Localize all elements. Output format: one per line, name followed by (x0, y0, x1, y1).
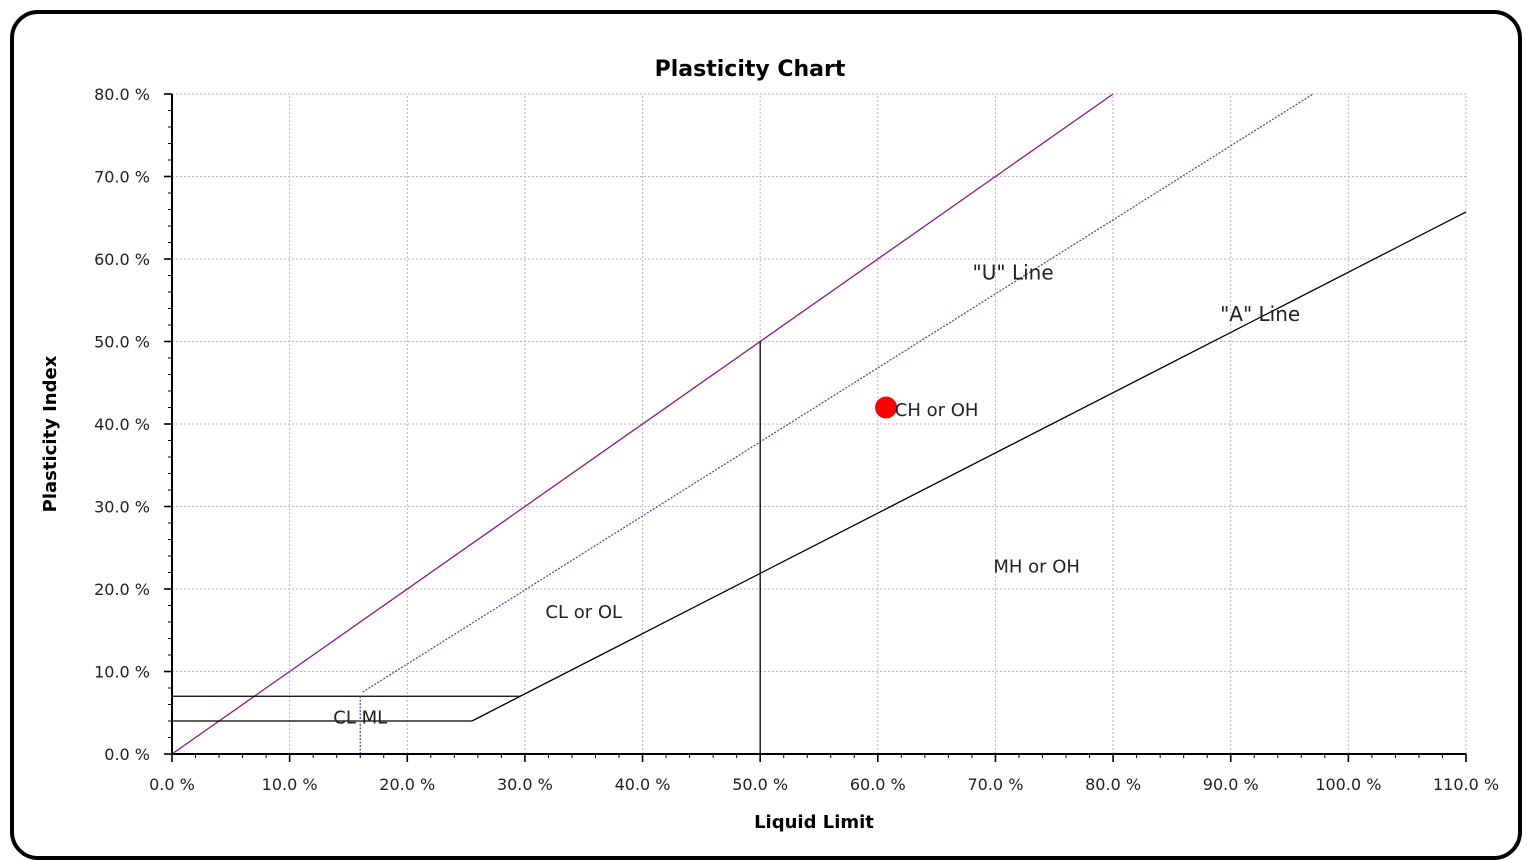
x-tick-label: 70.0 % (967, 775, 1023, 794)
x-tick-label: 100.0 % (1315, 775, 1381, 794)
chart-frame: 0.0 % 10.0 % 20.0 % 30.0 % 40.0 % 50.0 % 60.0 … (10, 10, 1522, 860)
region-label: CL or OL (545, 602, 622, 623)
x-tick-label: 40.0 % (615, 775, 671, 794)
region-label: CL ML (333, 707, 387, 728)
y-tick-label: 50.0 % (94, 333, 150, 352)
y-tick-label: 30.0 % (94, 498, 150, 517)
y-tick-label: 40.0 % (94, 415, 150, 434)
x-tick-label: 80.0 % (1085, 775, 1141, 794)
x-tick-label: 20.0 % (379, 775, 435, 794)
x-tick-label: 60.0 % (850, 775, 906, 794)
plasticity-chart: 0.0 % 10.0 % 20.0 % 30.0 % 40.0 % 50.0 % 60.0 … (40, 57, 1499, 833)
data-point (875, 396, 898, 419)
y-tick-label: 10.0 % (94, 663, 150, 682)
y-tick-label: 20.0 % (94, 580, 150, 599)
a-line (471, 211, 1467, 722)
line-label: "U" Line (973, 261, 1054, 285)
u-line (362, 93, 1314, 693)
region-label: MH or OH (993, 557, 1080, 578)
x-tick-label: 50.0 % (732, 775, 788, 794)
x-tick-label: 110.0 % (1433, 775, 1499, 794)
x-tick-label: 0.0 % (149, 775, 195, 794)
boundary (171, 93, 1114, 755)
chart-series (171, 93, 1467, 755)
chart-labels: 0.0 % 10.0 % 20.0 % 30.0 % 40.0 % 50.0 % 60.0 … (94, 85, 1499, 794)
x-tick-label: 30.0 % (497, 775, 553, 794)
y-axis-title: Plasticity Index (40, 355, 61, 512)
chart-title: Plasticity Chart (655, 57, 846, 82)
grid (172, 93, 1467, 754)
y-tick-label: 0.0 % (104, 745, 150, 764)
line-label: "A" Line (1220, 302, 1300, 326)
x-tick-label: 10.0 % (262, 775, 318, 794)
y-tick-label: 70.0 % (94, 168, 150, 187)
region-label: CH or OH (895, 400, 979, 421)
y-tick-label: 80.0 % (94, 85, 150, 104)
axes (164, 93, 1467, 762)
y-tick-label: 60.0 % (94, 250, 150, 269)
x-tick-label: 90.0 % (1203, 775, 1259, 794)
x-axis-title: Liquid Limit (754, 812, 874, 833)
